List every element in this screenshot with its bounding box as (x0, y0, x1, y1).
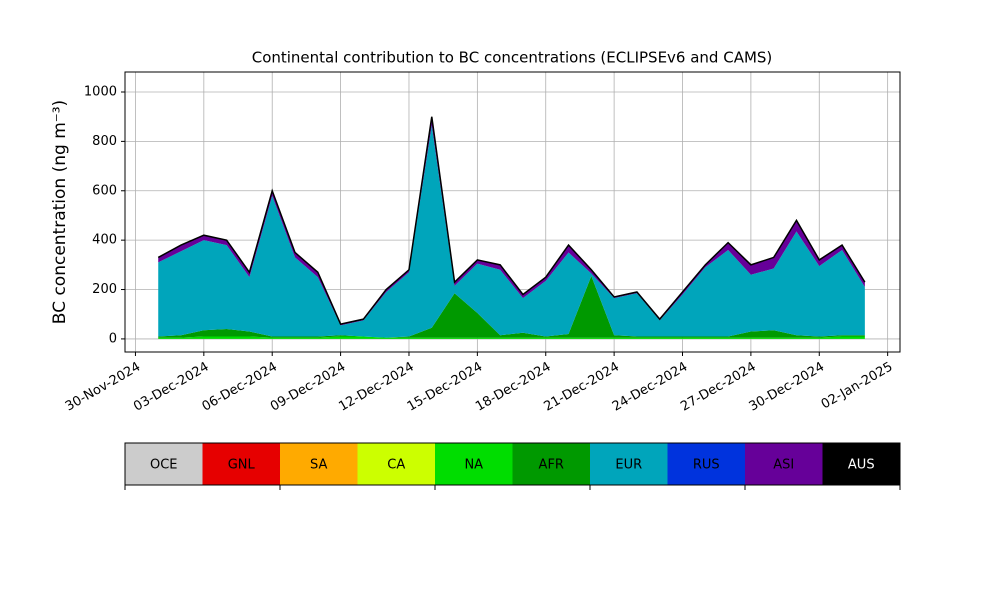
legend-label: CA (387, 458, 405, 473)
legend-label: GNL (228, 458, 256, 473)
x-tick-label: 30-Nov-2024 (63, 360, 143, 415)
legend-swatch (357, 443, 435, 485)
x-tick-label: 30-Dec-2024 (747, 360, 827, 415)
legend-label: NA (464, 458, 483, 473)
plot-area: 0200400600800100030-Nov-202403-Dec-20240… (63, 72, 900, 415)
legend-label: OCE (150, 458, 178, 473)
legend-swatch (822, 443, 900, 485)
legend-swatch (590, 443, 668, 485)
y-tick-label: 600 (92, 183, 117, 198)
y-axis-label: BC concentration (ng m⁻³) (50, 100, 70, 324)
y-tick-label: 0 (109, 331, 117, 346)
chart-title: Continental contribution to BC concentra… (252, 49, 773, 67)
y-tick-label: 400 (92, 233, 117, 248)
y-tick-label: 200 (92, 282, 117, 297)
x-tick-label: 12-Dec-2024 (336, 360, 416, 415)
x-tick-label: 15-Dec-2024 (405, 360, 485, 415)
x-tick-label: 21-Dec-2024 (541, 360, 621, 415)
y-tick-label: 1000 (84, 85, 117, 100)
x-tick-label: 27-Dec-2024 (678, 360, 758, 415)
legend-label: RUS (693, 458, 720, 473)
area-afr (158, 275, 865, 338)
x-tick-label: 02-Jan-2025 (819, 360, 896, 413)
legend-swatch (202, 443, 280, 485)
legend-swatch (125, 443, 203, 485)
legend-label: AUS (848, 458, 875, 473)
legend-swatch (435, 443, 513, 485)
legend-frame (124, 442, 901, 486)
area-eur (158, 125, 865, 338)
legend-label: AFR (539, 458, 564, 473)
x-tick-label: 06-Dec-2024 (200, 360, 280, 415)
legend-swatch (512, 443, 590, 485)
legend-swatch (745, 443, 823, 485)
areas (157, 116, 866, 339)
legend-label: SA (310, 458, 327, 473)
legend-label: ASI (773, 458, 794, 473)
total-outline (157, 116, 866, 325)
x-tick-label: 03-Dec-2024 (131, 360, 211, 415)
area-asi (158, 116, 865, 326)
legend-swatch (667, 443, 745, 485)
axes-frame (124, 71, 901, 353)
legend-swatch (280, 443, 358, 485)
x-tick-label: 24-Dec-2024 (610, 360, 690, 415)
legend: OCE GNL SA CA NA AFR EUR RUS ASI AUS (124, 442, 901, 486)
legend-label: EUR (615, 458, 642, 473)
y-tick-label: 800 (92, 134, 117, 149)
x-tick-label: 18-Dec-2024 (473, 360, 553, 415)
x-tick-label: 09-Dec-2024 (268, 360, 348, 415)
colorbar-ticks (124, 485, 901, 490)
